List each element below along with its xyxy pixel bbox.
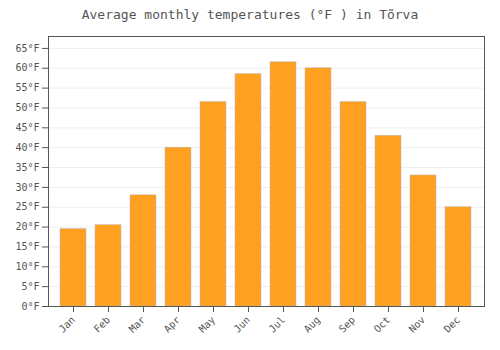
svg-text:Oct: Oct: [372, 314, 393, 335]
svg-text:30°F: 30°F: [15, 182, 39, 193]
svg-text:45°F: 45°F: [15, 122, 39, 133]
svg-text:55°F: 55°F: [15, 82, 39, 93]
svg-text:35°F: 35°F: [15, 162, 39, 173]
svg-text:Apr: Apr: [162, 314, 183, 335]
svg-text:Dec: Dec: [442, 314, 463, 335]
svg-text:May: May: [197, 314, 218, 335]
svg-text:10°F: 10°F: [15, 261, 39, 272]
svg-text:Jun: Jun: [232, 314, 253, 335]
svg-text:Mar: Mar: [127, 314, 148, 335]
svg-text:Sep: Sep: [337, 314, 358, 335]
svg-text:20°F: 20°F: [15, 221, 39, 232]
svg-text:65°F: 65°F: [15, 43, 39, 54]
svg-text:Jul: Jul: [267, 314, 288, 335]
svg-text:5°F: 5°F: [21, 281, 39, 292]
html-text:Average monthly temperatures (: Average monthly temperatures (°F ) in Tõ…: [81, 7, 419, 22]
svg-text:0°F: 0°F: [21, 301, 39, 312]
svg-text:Nov: Nov: [407, 314, 428, 335]
svg-text:50°F: 50°F: [15, 102, 39, 113]
svg-text:Feb: Feb: [92, 314, 113, 335]
svg-text:25°F: 25°F: [15, 201, 39, 212]
svg-text:Aug: Aug: [302, 314, 323, 335]
svg-text:60°F: 60°F: [15, 62, 39, 73]
svg-text:40°F: 40°F: [15, 142, 39, 153]
svg-text:Jan: Jan: [57, 314, 78, 335]
svg-text:15°F: 15°F: [15, 241, 39, 252]
